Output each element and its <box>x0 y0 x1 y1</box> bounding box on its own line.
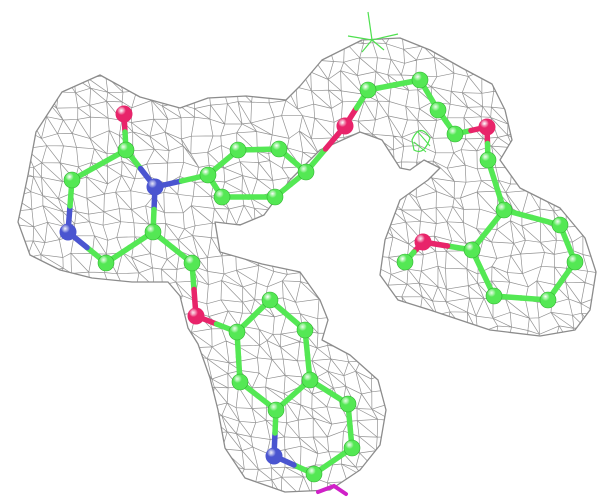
carbon-atom-q5 <box>267 401 285 419</box>
density-blob-hatch <box>413 131 431 153</box>
carbon-atom-l1 <box>359 81 377 99</box>
density-blob-marker <box>411 129 431 153</box>
ligand-marker-layer <box>347 11 431 153</box>
magenta-fragment <box>316 483 348 496</box>
carbon-atom-r4 <box>539 291 557 309</box>
carbon-atom-q4 <box>301 371 319 389</box>
carbon-atom-q2 <box>261 291 279 309</box>
oxygen-atom-o3 <box>336 117 354 135</box>
carbon-atom-c5 <box>63 171 81 189</box>
carbon-atom-c6 <box>183 254 201 272</box>
carbon-atom-l2 <box>411 71 429 89</box>
carbon-atom-r2 <box>551 216 569 234</box>
carbon-atom-p3 <box>270 140 288 158</box>
mesh-outline <box>17 37 597 493</box>
carbon-atom-p5 <box>266 188 284 206</box>
carbon-atom-p1 <box>199 166 217 184</box>
carbon-atom-r1 <box>495 201 513 219</box>
carbon-atom-c1 <box>117 141 135 159</box>
oxygen-atom-o2 <box>187 307 205 325</box>
carbon-atom-p6 <box>213 188 231 206</box>
carbon-atom-l4 <box>446 125 464 143</box>
oxygen-atom-o4 <box>478 118 496 136</box>
nitrogen-atom-n1 <box>146 178 164 196</box>
carbon-atom-r6 <box>463 241 481 259</box>
carbon-atom-r3 <box>566 253 584 271</box>
carbon-atom-q1 <box>228 323 246 341</box>
oxygen-atom-o1 <box>115 105 133 123</box>
atom-layer <box>59 71 584 496</box>
carbon-atom-q8 <box>343 439 361 457</box>
carbon-atom-q3 <box>296 321 314 339</box>
carbon-atom-c3 <box>97 254 115 272</box>
carbon-atom-l3 <box>429 101 447 119</box>
carbon-atom-b0 <box>479 151 497 169</box>
carbon-atom-p4 <box>297 163 315 181</box>
nitrogen-atom-n2 <box>59 223 77 241</box>
carbon-atom-c2 <box>144 223 162 241</box>
carbon-atom-r5 <box>485 287 503 305</box>
carbon-atom-m1 <box>396 253 414 271</box>
carbon-atom-p2 <box>229 141 247 159</box>
carbon-atom-q6 <box>231 373 249 391</box>
carbon-atom-q9 <box>305 465 323 483</box>
ligand-marker <box>347 11 399 53</box>
oxygen-atom-o5 <box>414 233 432 251</box>
nitrogen-atom-n3 <box>265 447 283 465</box>
carbon-atom-q7 <box>339 395 357 413</box>
